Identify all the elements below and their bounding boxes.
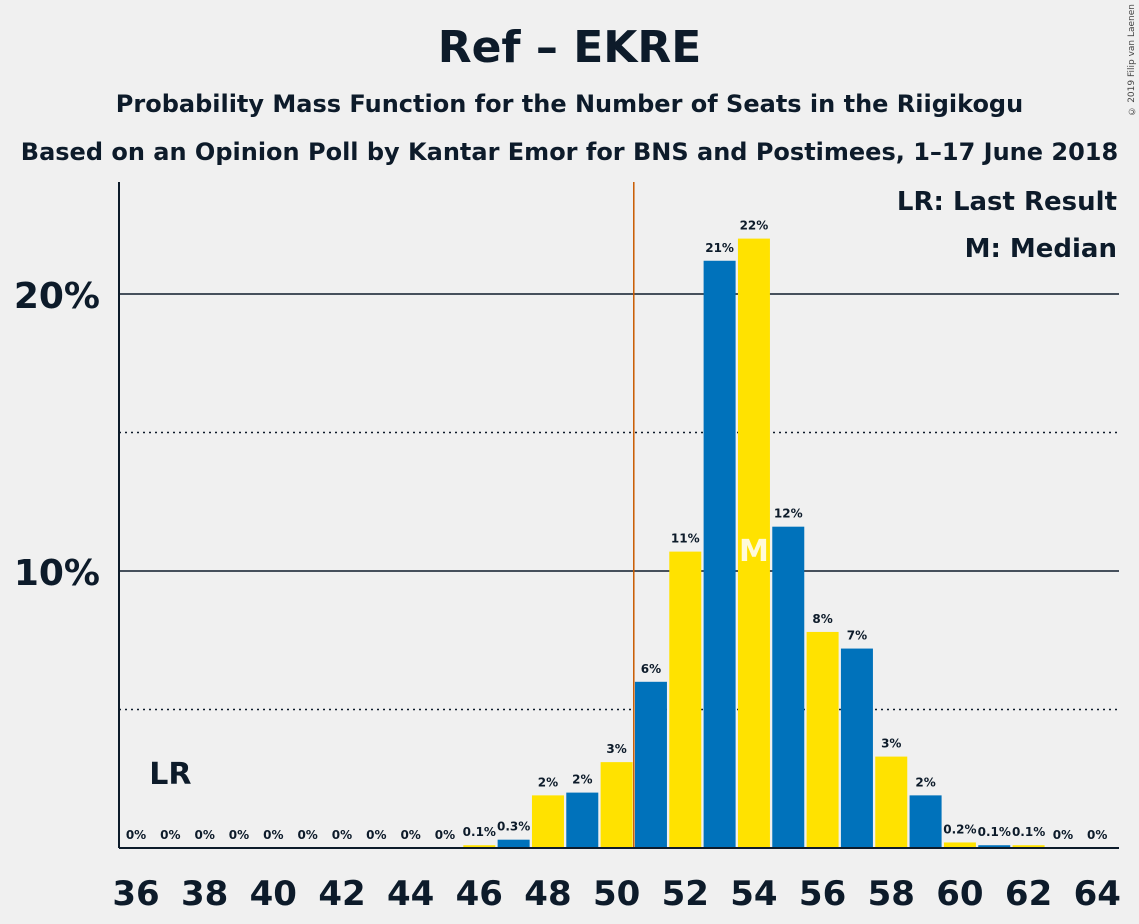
x-tick-label: 44: [387, 874, 434, 914]
x-tick-label: 50: [593, 874, 640, 914]
bar-value-label: 0.2%: [943, 822, 976, 836]
chart-title: Ref – EKRE: [437, 22, 702, 73]
bar-seat-62: [1012, 845, 1045, 848]
bar-seat-48: [531, 795, 564, 848]
bar-seat-59: [909, 795, 942, 848]
bar-seat-56: [806, 631, 839, 848]
x-tick-label: 64: [1074, 874, 1121, 914]
bar-seat-58: [875, 756, 908, 848]
y-tick-label: 10%: [14, 553, 100, 594]
bar-seat-52: [669, 551, 702, 848]
bar-seat-49: [566, 792, 599, 848]
bar-seat-60: [943, 842, 976, 848]
bar-value-label: 2%: [572, 773, 592, 787]
bar-value-label: 3%: [606, 742, 626, 756]
bar-seat-54: [737, 238, 770, 849]
bar-value-label: 7%: [847, 629, 867, 643]
bar-value-label: 0%: [1053, 828, 1073, 842]
x-tick-label: 60: [936, 874, 983, 914]
bar-value-label: 0%: [160, 828, 180, 842]
bar-seat-51: [634, 681, 667, 848]
bar-value-label: 0.3%: [497, 820, 530, 834]
bar-value-label: 0%: [366, 828, 386, 842]
bar-seat-50: [600, 762, 633, 848]
bar-value-label: 0%: [435, 828, 455, 842]
bar-value-label: 22%: [740, 219, 769, 233]
bar-value-label: 2%: [915, 775, 935, 789]
bar-value-label: 8%: [812, 612, 832, 626]
bar-value-label: 0%: [297, 828, 317, 842]
x-tick-label: 48: [524, 874, 571, 914]
x-tick-label: 38: [181, 874, 228, 914]
x-tick-label: 46: [456, 874, 503, 914]
bar-seat-61: [978, 845, 1011, 848]
bar-value-label: 6%: [641, 662, 661, 676]
bar-value-label: 0%: [194, 828, 214, 842]
bar-seat-57: [840, 648, 873, 848]
bar-value-label: 0%: [400, 828, 420, 842]
legend-last-result: LR: Last Result: [897, 187, 1117, 217]
chart-subtitle-source: Based on an Opinion Poll by Kantar Emor …: [20, 138, 1119, 166]
x-tick-label: 36: [112, 874, 159, 914]
chart-subtitle: Probability Mass Function for the Number…: [115, 90, 1024, 118]
bar-value-label: 0%: [229, 828, 249, 842]
bar-value-label: 0%: [126, 828, 146, 842]
x-tick-label: 58: [868, 874, 915, 914]
x-tick-label: 52: [662, 874, 709, 914]
bar-seat-53: [703, 260, 736, 848]
bar-value-label: 21%: [705, 241, 734, 255]
bar-value-label: 0%: [263, 828, 283, 842]
bar-seat-46: [463, 845, 496, 848]
bar-value-label: 2%: [538, 775, 558, 789]
median-marker: M: [739, 534, 769, 569]
bar-seat-55: [772, 526, 805, 848]
bar-value-label: 3%: [881, 737, 901, 751]
last-result-marker: LR: [149, 757, 191, 792]
bar-seat-47: [497, 839, 530, 848]
legend-median: M: Median: [965, 234, 1117, 264]
x-tick-label: 54: [730, 874, 777, 914]
bar-value-label: 0.1%: [463, 825, 496, 839]
y-tick-label: 20%: [14, 276, 100, 317]
bar-value-label: 12%: [774, 507, 803, 521]
bar-value-label: 0%: [332, 828, 352, 842]
x-tick-label: 62: [1005, 874, 1052, 914]
bar-value-label: 0.1%: [978, 825, 1011, 839]
x-tick-label: 56: [799, 874, 846, 914]
x-tick-label: 40: [250, 874, 297, 914]
bar-value-label: 11%: [671, 532, 700, 546]
bar-value-label: 0.1%: [1012, 825, 1045, 839]
bar-value-label: 0%: [1087, 828, 1107, 842]
x-tick-label: 42: [318, 874, 365, 914]
